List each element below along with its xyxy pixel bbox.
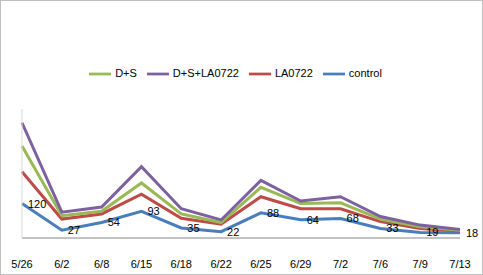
svg-text:6/2: 6/2 — [54, 258, 69, 270]
svg-text:6/15: 6/15 — [131, 258, 152, 270]
svg-text:120: 120 — [28, 198, 46, 210]
html-text:D+S+LA0722: D+S+LA0722 — [172, 66, 239, 79]
svg-text:7/9: 7/9 — [413, 258, 428, 270]
svg-text:7/2: 7/2 — [333, 258, 348, 270]
svg-text:6/8: 6/8 — [94, 258, 109, 270]
svg-text:64: 64 — [307, 214, 319, 226]
svg-text:5/26: 5/26 — [11, 258, 32, 270]
svg-text:19: 19 — [426, 226, 438, 238]
svg-text:6/18: 6/18 — [171, 258, 192, 270]
svg-text:7/6: 7/6 — [373, 258, 388, 270]
svg-text:68: 68 — [347, 212, 359, 224]
html-text:D+S: D+S — [115, 66, 137, 79]
svg-text:54: 54 — [108, 216, 120, 228]
svg-text:93: 93 — [147, 205, 159, 217]
svg-text:7/13: 7/13 — [449, 258, 470, 270]
svg-text:27: 27 — [68, 224, 80, 236]
svg-text:6/22: 6/22 — [210, 258, 231, 270]
svg-text:88: 88 — [267, 207, 279, 219]
html-text:LA0722: LA0722 — [274, 66, 313, 79]
svg-text:6/29: 6/29 — [290, 258, 311, 270]
svg-text:33: 33 — [386, 222, 398, 234]
svg-text:18: 18 — [466, 227, 475, 239]
svg-text:35: 35 — [187, 222, 199, 234]
svg-text:6/25: 6/25 — [250, 258, 271, 270]
html-text:control: control — [348, 66, 382, 79]
svg-text:22: 22 — [227, 226, 239, 238]
